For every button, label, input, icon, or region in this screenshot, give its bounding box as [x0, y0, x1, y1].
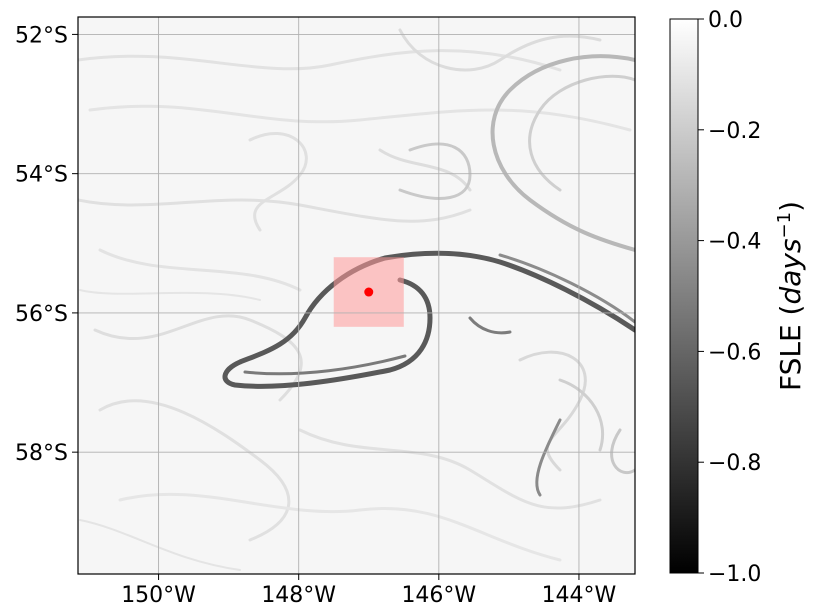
colorbar: 0.0 −0.2 −0.4 −0.6 −0.8 −1.0 FSLE (days−1) [669, 8, 807, 587]
lon-tick-label: 148°W [261, 583, 336, 608]
faint-filament [79, 519, 241, 571]
faint-filament [98, 399, 291, 542]
faint-filament [248, 132, 308, 232]
lon-tick-label: 144°W [542, 583, 617, 608]
mid-filament [535, 418, 562, 497]
faint-filament [558, 378, 605, 452]
fsle-filaments [78, 28, 635, 571]
colorbar-title: FSLE (days−1) [774, 201, 807, 391]
faint-filament [378, 148, 472, 192]
colorbar-gradient [669, 18, 699, 574]
colorbar-tick-label: −0.2 [708, 119, 761, 144]
mid-filament [243, 354, 407, 376]
lat-tick-label: 56°S [15, 302, 68, 327]
map-axes: 150°W 148°W 146°W 144°W 52°S 54°S 56°S 58°S [15, 23, 617, 608]
faint-filament [78, 49, 562, 72]
colorbar-tick-label: −0.6 [708, 340, 761, 365]
faint-filament [78, 198, 472, 223]
lat-tick-label: 52°S [15, 23, 68, 48]
mid-filament [528, 74, 635, 192]
location-marker [364, 287, 374, 297]
colorbar-tick-label: −0.4 [708, 230, 761, 255]
colorbar-ticks: 0.0 −0.2 −0.4 −0.6 −0.8 −1.0 [698, 8, 761, 587]
mid-filament [398, 142, 472, 200]
lon-tick-label: 150°W [121, 583, 196, 608]
dark-filament [222, 250, 635, 389]
faint-filament [118, 492, 562, 562]
mid-filament [468, 316, 512, 335]
faint-filament [610, 428, 635, 475]
faint-filament [93, 314, 303, 402]
mid-filament [490, 54, 635, 252]
faint-filament [398, 28, 602, 72]
lat-tick-label: 58°S [15, 441, 68, 466]
map-frame [77, 16, 636, 575]
colorbar-tick-label: −0.8 [708, 451, 761, 476]
lat-tick-label: 54°S [15, 163, 68, 188]
colorbar-tick-label: −1.0 [708, 562, 761, 587]
map-panel: 150°W 148°W 146°W 144°W 52°S 54°S 56°S 58°S [15, 16, 636, 608]
lon-tick-label: 146°W [401, 583, 476, 608]
faint-filament [98, 248, 302, 292]
colorbar-tick-label: 0.0 [708, 8, 743, 33]
gridlines [78, 17, 635, 574]
faint-filament [298, 428, 602, 510]
faint-filament [79, 289, 261, 301]
